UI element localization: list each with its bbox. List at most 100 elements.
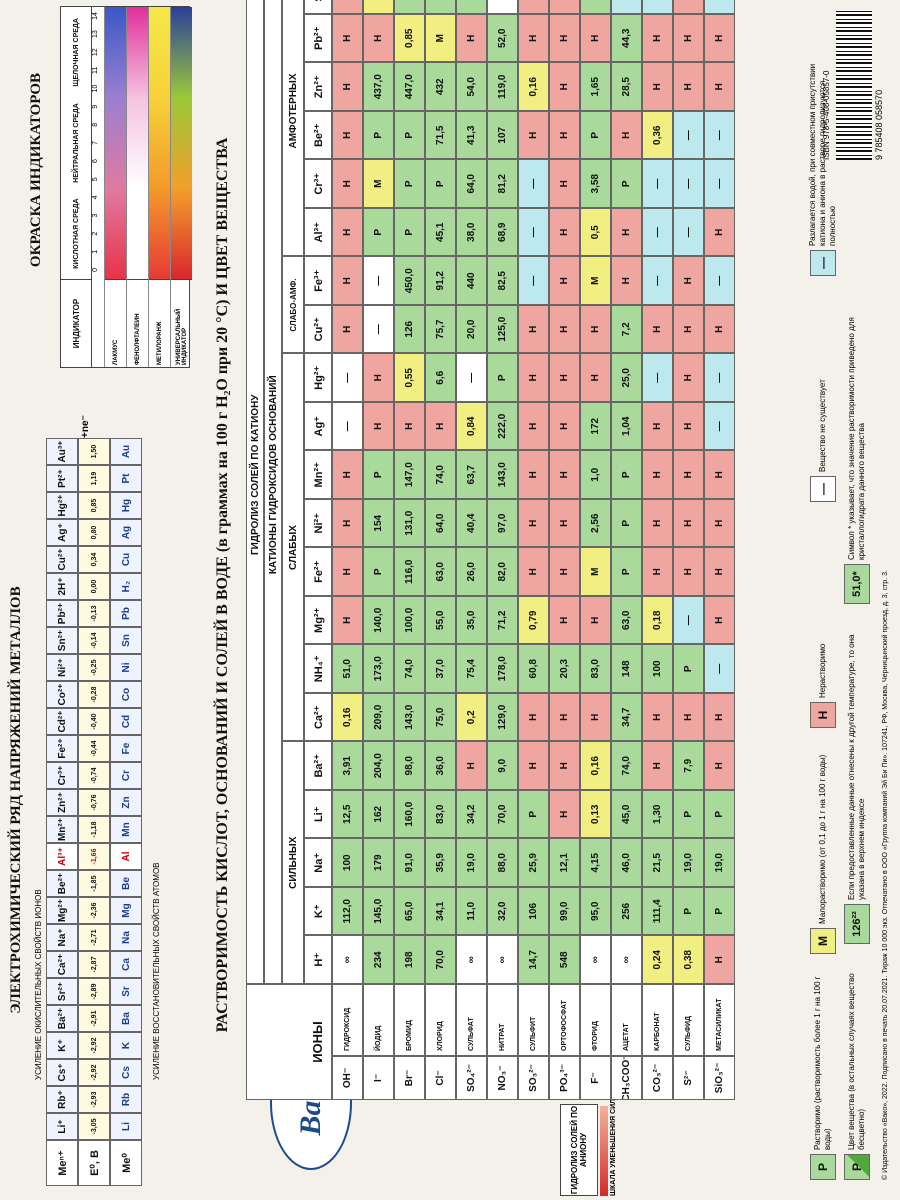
cation-header: Ag⁺ <box>304 402 332 451</box>
solubility-cell: Н <box>518 450 549 499</box>
indicator-col-alkaline: ЩЕЛОЧНАЯ СРЕДА <box>61 6 91 98</box>
cation-header: Be²⁺ <box>304 111 332 160</box>
solubility-cell: 95,0 <box>580 887 611 936</box>
solubility-cell: Н <box>642 741 673 790</box>
series-metals-cell: Rb <box>110 1086 142 1113</box>
solubility-cell: 64,0 <box>456 159 487 208</box>
solubility-cell: — <box>673 596 704 645</box>
solubility-cell: 91,0 <box>394 838 425 887</box>
solubility-cell: 0,36 <box>642 111 673 160</box>
series-metals-cell: Cs <box>110 1059 142 1086</box>
solubility-cell: — <box>611 0 642 14</box>
series-ions-cell: K⁺ <box>46 1032 78 1059</box>
solubility-cell: 34,2 <box>456 790 487 839</box>
solubility-cell: 100 <box>642 644 673 693</box>
solubility-cell: Н <box>425 402 456 451</box>
solubility-cell: — <box>363 256 394 305</box>
solubility-cell: 0,98 <box>363 0 394 14</box>
solubility-cell: 75,0 <box>425 693 456 742</box>
solubility-cell: Р <box>704 790 735 839</box>
series-potentials-cell: 0,00 <box>78 573 110 600</box>
cation-header: Li⁺ <box>304 790 332 839</box>
indicator-row: ФЕНОЛФТАЛЕИН <box>126 7 148 367</box>
electrochemical-series-table: Meⁿ⁺ Li⁺ Rb⁺ Cs⁺ K⁺ Ba²⁺ Sr²⁺ Ca²⁺ Na⁺ Mg²⁺ Be²⁺ Al… <box>46 438 142 1186</box>
solubility-cell: 126 <box>394 305 425 354</box>
solubility-cell: Р <box>673 644 704 693</box>
solubility-cell: Р <box>611 547 642 596</box>
solubility-cell: 83,0 <box>425 790 456 839</box>
cation-header: Na⁺ <box>304 838 332 887</box>
anion-name: СУЛЬФИД <box>673 984 704 1056</box>
legend-text: Символ * указывает, что значение раствор… <box>847 317 866 560</box>
solubility-cell: — <box>487 0 518 14</box>
series-potentials-cell: 0,34 <box>78 546 110 573</box>
cation-header: Cr³⁺ <box>304 159 332 208</box>
solubility-cell: — <box>332 402 363 451</box>
indicators-table: ИНДИКАТОР КИСЛОТНАЯ СРЕДА НЕЙТРАЛЬНАЯ СРЕД… <box>60 6 192 368</box>
solubility-cell: Н <box>704 547 735 596</box>
cation-header: Cu²⁺ <box>304 305 332 354</box>
solubility-cell: 111,4 <box>642 887 673 936</box>
solubility-cell: 65,0 <box>394 887 425 936</box>
series-ions-cell: Co²⁺ <box>46 681 78 708</box>
solubility-cell: 0,24 <box>642 935 673 984</box>
solubility-cell: Н <box>332 111 363 160</box>
solubility-cell: Р <box>611 450 642 499</box>
solubility-cell: 178 <box>425 0 456 14</box>
ph-scale-tick: 11 <box>92 66 99 75</box>
ph-scale-tick: 7 <box>92 141 99 145</box>
anion-name: ГИДРОКСИД <box>332 984 363 1056</box>
series-ions-cell: Cs⁺ <box>46 1059 78 1086</box>
cation-header: Ca²⁺ <box>304 693 332 742</box>
cation-header: Sn²⁺ <box>304 0 332 14</box>
solubility-cell: Н <box>332 450 363 499</box>
series-potentials-cell: -2,36 <box>78 897 110 924</box>
solubility-cell: 64,0 <box>425 499 456 548</box>
indicator-color-band <box>171 7 192 279</box>
series-metals-cell: Mn <box>110 816 142 843</box>
legend-text: Малорастворимо (от 0,1 до 1 г на 100 г в… <box>818 754 827 924</box>
legend-text: Нерастворимо <box>818 643 827 698</box>
solubility-cell: 119,0 <box>487 62 518 111</box>
main-title: РАСТВОРИМОСТЬ КИСЛОТ, ОСНОВАНИЙ И СОЛЕЙ … <box>214 137 231 1033</box>
solubility-cell: 52,0 <box>487 14 518 63</box>
solubility-cell: Н <box>642 402 673 451</box>
solubility-cell: 112,0 <box>332 887 363 936</box>
solubility-cell: 30,0 <box>580 0 611 14</box>
indicator-row: ЛАКМУС <box>104 7 126 367</box>
solubility-cell: 100 <box>332 838 363 887</box>
solubility-cell: 131,0 <box>394 499 425 548</box>
solubility-cell: 0,5 <box>580 208 611 257</box>
series-metals-cell: Ni <box>110 654 142 681</box>
solubility-cell: Н <box>642 14 673 63</box>
indicator-name: ФЕНОЛФТАЛЕИН <box>127 279 148 367</box>
solubility-cell: Н <box>518 0 549 14</box>
indicator-color-band <box>149 7 170 279</box>
solubility-cell: 35,9 <box>425 838 456 887</box>
solubility-cell: 20,3 <box>549 644 580 693</box>
ph-scale-tick: 10 <box>92 84 99 93</box>
solubility-cell: 83,0 <box>580 644 611 693</box>
solubility-cell: 63,0 <box>611 596 642 645</box>
solubility-cell: Н <box>332 14 363 63</box>
ph-scale-tick: 4 <box>92 195 99 200</box>
cation-header: Zn²⁺ <box>304 62 332 111</box>
solubility-cell: — <box>704 644 735 693</box>
solubility-cell: 440 <box>456 256 487 305</box>
series-metals-cell: H₂ <box>110 573 142 600</box>
solubility-cell: Н <box>704 208 735 257</box>
solubility-cell: — <box>518 159 549 208</box>
ph-scale-tick: 8 <box>92 122 99 127</box>
solubility-cell: 0,18 <box>642 596 673 645</box>
solubility-cell: 0,79 <box>518 596 549 645</box>
solubility-cell: 70,0 <box>425 935 456 984</box>
series-ions-cell: Rb⁺ <box>46 1086 78 1113</box>
solubility-cell: Н <box>704 305 735 354</box>
solubility-cell: — <box>704 353 735 402</box>
solubility-cell: — <box>642 159 673 208</box>
table-row: SO₄²⁻ СУЛЬФАТ ∞ 11,0 19,0 34,2 Н 0,2 75,4 35,0 26,… <box>456 0 487 1100</box>
group-weak-amph: СЛАБО-АМФ. <box>282 256 304 354</box>
solubility-cell: Н <box>549 693 580 742</box>
solubility-cell: — <box>673 111 704 160</box>
solubility-cell: Н <box>673 256 704 305</box>
